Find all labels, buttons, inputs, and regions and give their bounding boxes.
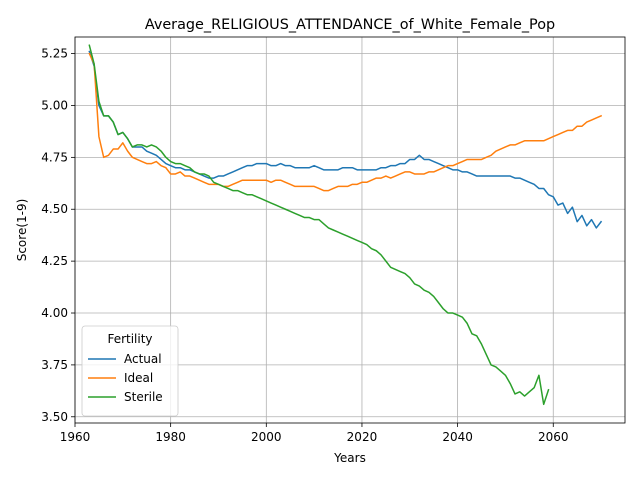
legend-label-sterile: Sterile [124,390,163,404]
legend-label-ideal: Ideal [124,371,153,385]
y-tick-label: 5.25 [41,47,68,61]
x-tick-label: 1960 [60,430,91,444]
x-tick-label: 1980 [155,430,186,444]
y-tick-label: 3.50 [41,410,68,424]
series-line-actual [88,50,603,229]
x-tick-label: 2020 [347,430,378,444]
legend-box [81,325,179,417]
y-axis-label: Score(1-9) [15,199,29,262]
y-tick-label: 4.00 [41,306,68,320]
series-line-ideal [88,52,603,192]
legend-entries: Actual Ideal Sterile [88,352,163,404]
x-tick-label: 2060 [538,430,569,444]
y-axis: 3.50 3.75 4.00 4.25 4.50 4.75 5.00 5.25 [41,47,75,424]
x-axis-label: Years [333,451,366,465]
legend-label-actual: Actual [124,352,162,366]
y-tick-label: 4.50 [41,202,68,216]
legend: Fertility Actual Ideal Sterile [81,325,179,417]
x-tick-label: 2040 [442,430,473,444]
plot-frame [74,36,626,424]
y-tick-label: 3.75 [41,358,68,372]
series-line-sterile [88,44,550,406]
y-tick-label: 4.75 [41,150,68,164]
y-tick-label: 5.00 [41,98,68,112]
series-layer [88,44,603,406]
chart-title: Average_RELIGIOUS_ATTENDANCE_of_White_Fe… [145,17,555,33]
y-tick-label: 4.25 [41,254,68,268]
x-tick-label: 2000 [251,430,282,444]
x-axis: 1960 1980 2000 2020 2040 2060 [60,423,569,444]
legend-title: Fertility [107,332,152,346]
